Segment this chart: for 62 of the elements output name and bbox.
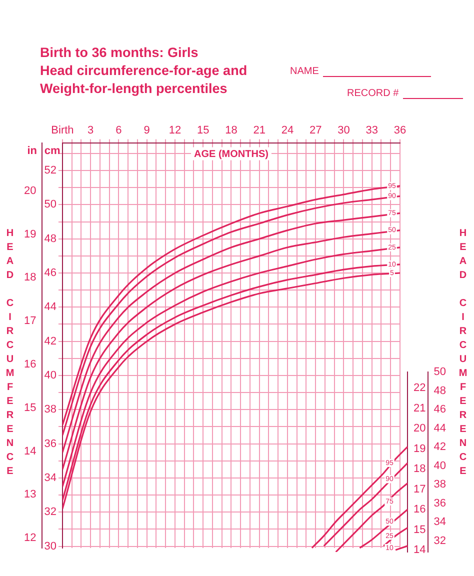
x-tick-label: 27 — [309, 124, 322, 137]
x-tick-label: 3 — [88, 124, 94, 137]
x-tick-label: 33 — [366, 124, 378, 137]
y2-tick-label: 38 — [434, 478, 446, 491]
y-tick-label: 50 — [44, 198, 56, 211]
x-tick-label: 12 — [168, 124, 182, 137]
y2-tick-label: 20 — [24, 184, 36, 197]
y-tick-label: 44 — [44, 301, 56, 314]
x-tick-label: 36 — [394, 124, 406, 137]
y2-tick-label: 40 — [434, 460, 446, 472]
x-tick-label: 15 — [196, 124, 210, 137]
y2-tick-label: 44 — [434, 422, 446, 434]
text: HEAD CIRCUMFERENCE — [458, 228, 468, 477]
y-tick-label: 32 — [44, 506, 56, 518]
x-tick-label: 9 — [144, 124, 150, 137]
y-tick-label: 36 — [44, 438, 56, 450]
y2-tick-label: 13 — [24, 488, 36, 501]
y-tick-label: 40 — [44, 370, 56, 382]
x-tick-label: 30 — [338, 124, 350, 137]
x-tick-label: 18 — [225, 124, 238, 137]
chart-subtitle: Head circumference-for-age and Weight-for-length percentiles — [40, 62, 248, 98]
y2-tick-label: 36 — [434, 497, 446, 510]
x-tick-label: Birth — [51, 124, 74, 137]
x-tick-label: 21 — [253, 124, 266, 137]
y2-axis-title: in — [27, 145, 38, 158]
chart-title: Birth to 36 months: Girls — [40, 44, 200, 62]
y2-tick-label: 34 — [434, 516, 446, 528]
y-tick-label: 22 — [414, 382, 426, 394]
y-tick-label: 17 — [414, 483, 426, 496]
y2-tick-label: 46 — [434, 404, 446, 416]
y-tick-label: 14 — [414, 544, 426, 556]
y-tick-label: 20 — [414, 422, 426, 435]
y2-tick-label: 18 — [24, 272, 36, 284]
x-tick-label: 6 — [116, 124, 122, 137]
y2-tick-label: 14 — [24, 445, 36, 458]
y2-tick-label: 32 — [434, 534, 446, 547]
y-tick-label: 16 — [414, 504, 426, 516]
y-tick-label: 15 — [414, 524, 426, 536]
y-tick-label: 30 — [44, 540, 56, 552]
y-tick-label: 38 — [44, 404, 56, 416]
y2-tick-label: 42 — [434, 441, 446, 454]
y-tick-label: 42 — [44, 335, 56, 348]
y-axis-title: cm — [44, 145, 61, 158]
x-axis-title: AGE (MONTHS) — [194, 148, 268, 160]
text: HEAD CIRCUMFERENCE — [6, 228, 14, 477]
y2-tick-label: 12 — [24, 532, 36, 544]
y2-tick-label: 17 — [24, 315, 36, 328]
x-tick-label: 24 — [281, 124, 294, 137]
y2-tick-label: 16 — [24, 358, 36, 371]
y2-tick-label: 48 — [434, 384, 446, 397]
y-tick-label: 19 — [414, 442, 426, 455]
text-field: RECORD # — [347, 88, 463, 99]
y2-tick-label: 15 — [24, 402, 36, 414]
y-tick-label: 18 — [414, 463, 426, 476]
text-field: NAME — [290, 66, 431, 77]
y-tick-label: 52 — [44, 164, 56, 177]
y2-tick-label: 50 — [434, 366, 446, 378]
y-tick-label: 46 — [44, 267, 56, 280]
y-tick-label: 21 — [414, 402, 426, 414]
y-tick-label: 48 — [44, 232, 56, 245]
y-tick-label: 34 — [44, 472, 56, 484]
y2-tick-label: 19 — [24, 228, 36, 240]
